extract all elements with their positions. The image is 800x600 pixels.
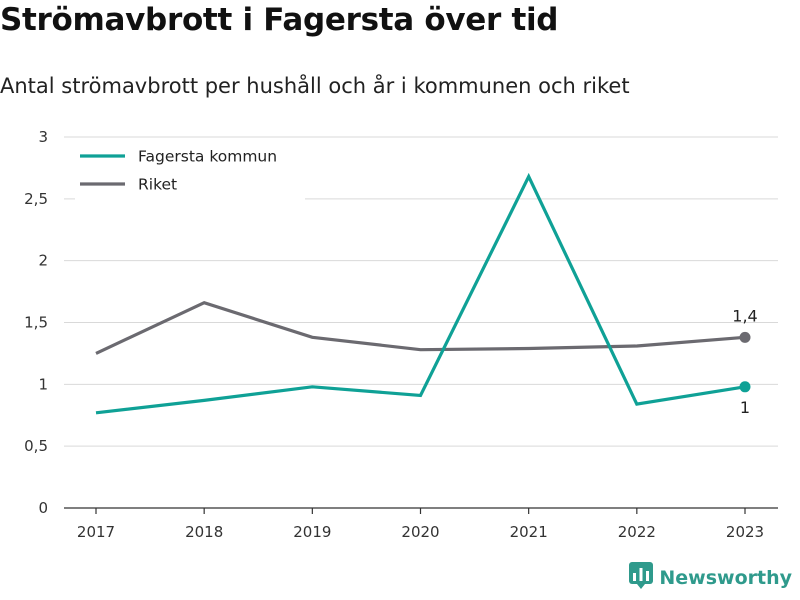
legend-label: Riket: [138, 176, 177, 194]
y-tick-label: 2,5: [24, 190, 48, 208]
y-tick-label: 3: [38, 128, 48, 146]
end-label-riket: 1,4: [732, 306, 757, 325]
y-tick-label: 1: [38, 375, 48, 393]
end-label-fagersta: 1: [740, 398, 750, 417]
chart-subtitle: Antal strömavbrott per hushåll och år i …: [0, 74, 630, 98]
x-axis: 2017 2018 2019 2020 2021 2022 2023: [64, 507, 778, 541]
series-line-riket: [95, 300, 746, 355]
y-tick-label: 2: [38, 252, 48, 270]
x-tick-label: 2017: [77, 523, 115, 541]
chart-title: Strömavbrott i Fagersta över tid: [0, 2, 559, 38]
newsworthy-logo-icon: [629, 562, 654, 594]
y-axis: 0 0,5 1 1,5 2 2,5 3: [24, 128, 48, 517]
brand-name: Newsworthy: [659, 567, 792, 589]
series-line-fagersta: [95, 172, 746, 415]
legend-background: [75, 142, 305, 200]
y-tick-label: 1,5: [24, 314, 48, 332]
x-tick-label: 2018: [185, 523, 223, 541]
series-lines: [95, 172, 751, 415]
y-tick-label: 0: [38, 499, 48, 517]
data-labels: 11,4: [732, 306, 757, 416]
x-tick-label: 2021: [510, 523, 548, 541]
x-tick-label: 2020: [401, 523, 439, 541]
x-tick-label: 2022: [618, 523, 656, 541]
x-tick-label: 2019: [293, 523, 331, 541]
legend: Fagersta kommun Riket: [75, 142, 305, 200]
end-point-riket: [739, 331, 751, 343]
brand: Newsworthy: [629, 562, 792, 594]
legend-label: Fagersta kommun: [138, 148, 277, 166]
y-tick-label: 0,5: [24, 437, 48, 455]
x-tick-label: 2023: [726, 523, 764, 541]
end-point-fagersta: [739, 381, 751, 393]
